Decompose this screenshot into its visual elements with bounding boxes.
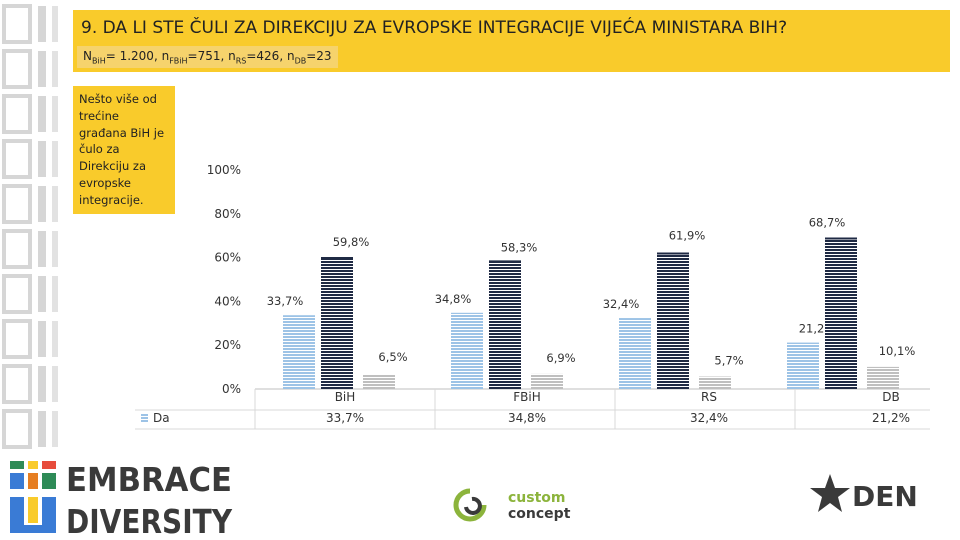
side-decorative-pattern [2, 4, 58, 449]
data-label: 34,8% [435, 292, 472, 306]
bar-fbih-series-1 [489, 261, 521, 389]
bar-bih-series-0 [283, 315, 315, 389]
data-label: 33,7% [267, 294, 304, 308]
bar-rs-series-2 [699, 376, 731, 389]
data-label: 59,8% [333, 235, 370, 249]
bih-eu-mark-icon [10, 461, 56, 533]
sample-size-2: nRS=426, [228, 49, 287, 66]
sample-size-1: nFBiH=751, [161, 49, 229, 66]
star-icon [810, 474, 850, 512]
data-label: 6,5% [378, 350, 407, 364]
bar-db-series-1 [825, 238, 857, 389]
y-tick-label: 40% [214, 294, 241, 308]
bar-fbih-series-2 [531, 373, 563, 389]
concept-text: concept [508, 506, 571, 522]
sample-sizes: NBiH= 1.200, nFBiH=751, nRS=426, nDB=23 [77, 46, 338, 68]
x-category-label: BiH [335, 390, 356, 404]
y-tick-label: 20% [214, 338, 241, 352]
x-category-label: DB [882, 390, 899, 404]
y-tick-label: 80% [214, 207, 241, 221]
table-cell: 33,7% [326, 411, 364, 425]
bar-fbih-series-0 [451, 312, 483, 389]
diversity-text: DIVERSITY [66, 502, 233, 537]
den-logo: DEN [810, 474, 918, 513]
data-label: 58,3% [501, 240, 538, 254]
x-category-label: FBiH [513, 390, 541, 404]
data-label: 6,9% [546, 351, 575, 365]
legend-swatch [141, 414, 148, 422]
data-label: 68,7% [809, 216, 846, 230]
y-tick-label: 0% [222, 382, 241, 396]
page-title: 9. DA LI STE ČULI ZA DIREKCIJU ZA EVROPS… [81, 18, 788, 38]
embrace-diversity-logo: EMBRACE DIVERSITY [10, 460, 233, 537]
summary-note: Nešto više od trećine građana BiH je čul… [73, 86, 175, 214]
data-label: 32,4% [603, 297, 640, 311]
bar-bih-series-2 [363, 374, 395, 389]
bar-rs-series-1 [657, 253, 689, 389]
bar-bih-series-1 [321, 258, 353, 389]
table-cell: 32,4% [690, 411, 728, 425]
bar-rs-series-0 [619, 318, 651, 389]
legend-label: Da [153, 411, 170, 425]
sample-size-0: NBiH= 1.200, [83, 49, 162, 66]
x-category-label: RS [701, 390, 717, 404]
sample-size-3: nDB=23 [286, 49, 332, 66]
bar-db-series-0 [787, 342, 819, 389]
y-tick-label: 100% [207, 163, 241, 177]
den-text: DEN [852, 480, 918, 513]
embrace-text: EMBRACE [66, 460, 232, 499]
table-cell: 21,2% [872, 411, 910, 425]
data-label: 61,9% [669, 228, 706, 242]
custom-concept-swirl-icon [453, 488, 487, 522]
data-label: 5,7% [714, 354, 743, 368]
custom-concept-logo: custom concept [453, 488, 571, 522]
title-banner: 9. DA LI STE ČULI ZA DIREKCIJU ZA EVROPS… [73, 10, 950, 72]
data-label: 10,1% [879, 344, 916, 358]
bar-db-series-2 [867, 366, 899, 389]
table-cell: 34,8% [508, 411, 546, 425]
custom-text: custom [508, 490, 566, 506]
y-tick-label: 60% [214, 251, 241, 265]
